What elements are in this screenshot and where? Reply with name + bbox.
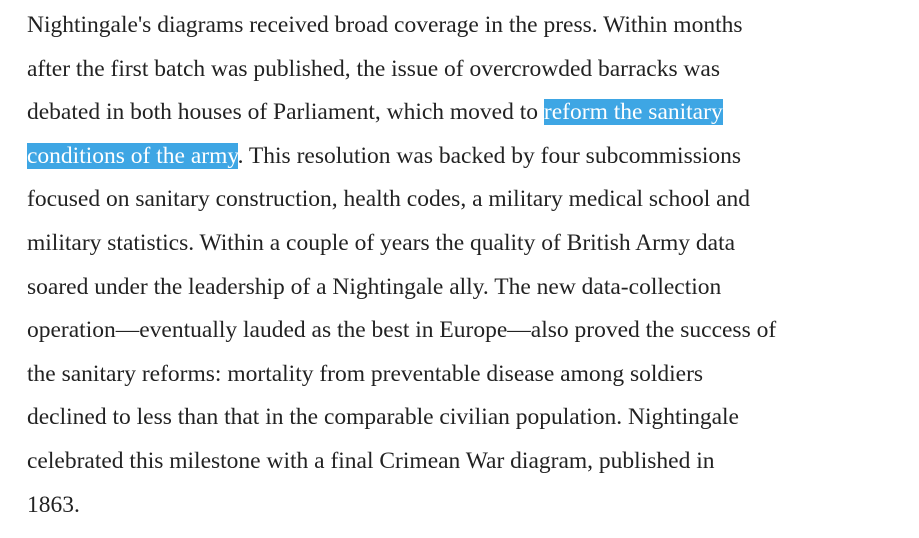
text-line: 1863. [27, 491, 80, 518]
text-line: focused on sanitary construction, health… [27, 186, 751, 213]
selected-text[interactable]: reform the sanitary [543, 99, 723, 126]
selected-text[interactable]: conditions of the army [27, 142, 238, 169]
text-line: operation—eventually lauded as the best … [27, 317, 777, 344]
text-line: celebrated this milestone with a final C… [27, 447, 715, 474]
text-line: military statistics. Within a couple of … [27, 229, 736, 256]
text-segment: . This resolution was backed by four sub… [237, 142, 742, 169]
text-line: debated in both houses of Parliament, wh… [27, 91, 917, 135]
text-line: conditions of the army. This resolution … [27, 135, 917, 179]
article-paragraph[interactable]: Nightingale's diagrams received broad co… [27, 4, 917, 527]
text-line: soared under the leadership of a Nightin… [27, 273, 722, 300]
text-line: Nightingale's diagrams received broad co… [27, 12, 743, 38]
text-segment: debated in both houses of Parliament, wh… [27, 99, 544, 126]
text-line: declined to less than that in the compar… [27, 404, 739, 431]
text-line: the sanitary reforms: mortality from pre… [27, 360, 704, 387]
text-line: after the first batch was published, the… [27, 55, 721, 82]
